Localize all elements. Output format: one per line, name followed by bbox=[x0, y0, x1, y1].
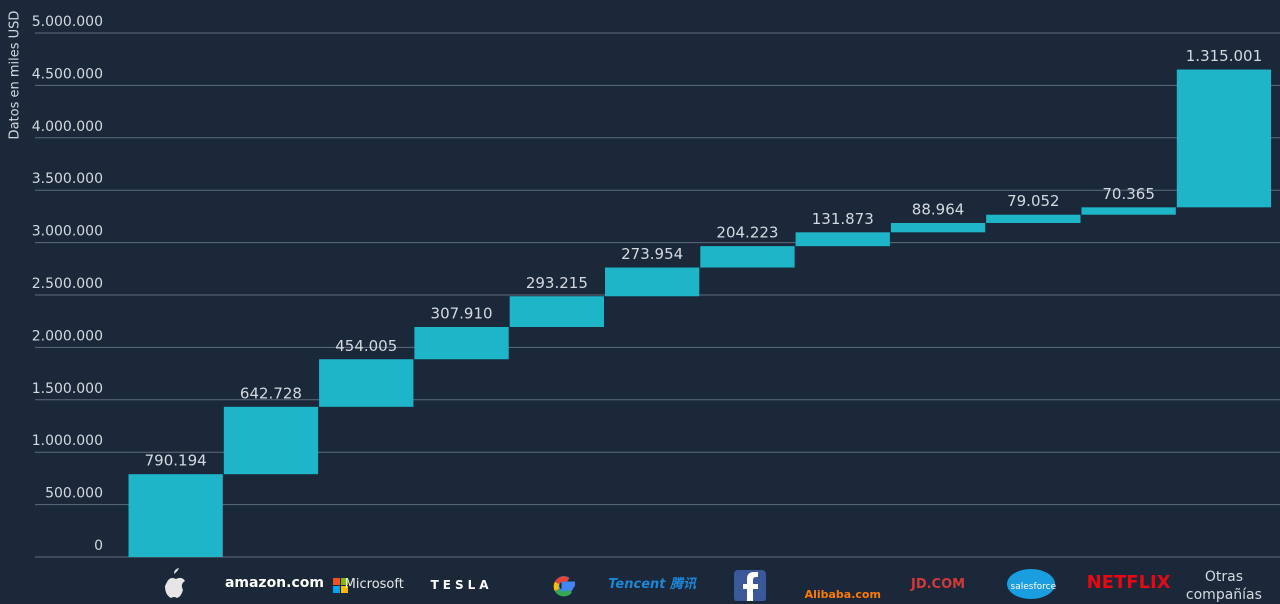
bar bbox=[319, 359, 414, 407]
bar bbox=[509, 296, 604, 327]
bar bbox=[223, 406, 319, 475]
y-tick-label: 4.000.000 bbox=[32, 119, 103, 135]
value-label: 204.223 bbox=[716, 224, 778, 242]
value-label: 79.052 bbox=[1007, 192, 1060, 210]
apple-logo bbox=[165, 568, 185, 598]
value-label: 273.954 bbox=[621, 245, 683, 263]
x-tick-label: amazon.com bbox=[224, 575, 324, 591]
value-label: 307.910 bbox=[431, 304, 493, 322]
bar bbox=[1081, 207, 1176, 215]
microsoft-logo bbox=[333, 578, 348, 593]
bar bbox=[986, 214, 1081, 223]
y-tick-label: 0 bbox=[94, 538, 103, 554]
salesforce-cloud bbox=[1007, 569, 1055, 599]
y-tick-label: 500.000 bbox=[45, 486, 103, 502]
y-tick-label: 3.500.000 bbox=[32, 171, 103, 187]
y-tick-label: 2.500.000 bbox=[32, 276, 103, 292]
x-tick-label: salesforce bbox=[1010, 582, 1057, 592]
y-tick-label: 5.000.000 bbox=[32, 14, 103, 30]
y-tick-label: 1.000.000 bbox=[32, 433, 103, 449]
x-tick-label: Alibaba.com bbox=[804, 588, 881, 601]
x-tick-label: NETFLIX bbox=[1086, 572, 1171, 593]
value-label: 131.873 bbox=[812, 210, 874, 228]
value-label: 642.728 bbox=[240, 384, 302, 402]
bar bbox=[700, 246, 795, 268]
y-axis-label: Datos en miles USD bbox=[8, 11, 23, 140]
value-label: 293.215 bbox=[526, 274, 588, 292]
bar bbox=[414, 326, 509, 360]
bar bbox=[605, 267, 700, 297]
x-tick-label: JD.COM bbox=[910, 577, 966, 592]
y-tick-label: 1.500.000 bbox=[32, 381, 103, 397]
value-label: 1.315.001 bbox=[1186, 47, 1262, 65]
bar bbox=[1176, 69, 1272, 208]
google-logo bbox=[553, 576, 575, 597]
x-tick-label: Microsoft bbox=[344, 577, 404, 592]
value-label: 70.365 bbox=[1102, 185, 1155, 203]
value-label: 88.964 bbox=[912, 200, 965, 218]
value-label: 454.005 bbox=[335, 337, 397, 355]
bar bbox=[890, 222, 986, 233]
bar bbox=[795, 232, 890, 247]
x-tick-label: TESLA bbox=[430, 578, 493, 592]
value-label: 790.194 bbox=[145, 452, 207, 470]
y-tick-label: 3.000.000 bbox=[32, 224, 103, 240]
y-tick-label: 2.000.000 bbox=[32, 328, 103, 344]
facebook-logo bbox=[734, 570, 766, 601]
bar bbox=[128, 474, 223, 557]
y-tick-label: 4.500.000 bbox=[32, 66, 103, 82]
x-tick-label: Tencent 腾讯 bbox=[608, 577, 697, 592]
x-tick-label: Otras compañías bbox=[1185, 569, 1262, 603]
